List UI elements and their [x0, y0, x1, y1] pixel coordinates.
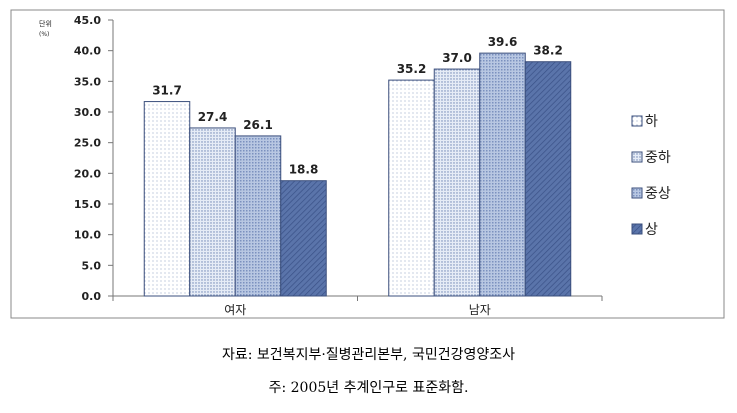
data-label: 39.6 — [488, 35, 518, 49]
data-label: 31.7 — [152, 84, 182, 98]
data-label: 26.1 — [243, 118, 273, 132]
legend-label: 상 — [645, 222, 658, 238]
bar-중상-여자 — [234, 135, 282, 297]
bar-중상-남자 — [479, 52, 526, 297]
bar-chart: 0.0 5.0 10.0 15.0 20.0 25.0 30.0 35.0 40.0 45.0 단위… — [10, 9, 725, 319]
bar-상-여자 — [280, 180, 327, 297]
bar-중하-여자 — [189, 127, 236, 297]
y-unit-label: 단위 — [39, 19, 52, 28]
legend-label: 하 — [645, 114, 658, 130]
legend-swatch — [631, 115, 643, 127]
legend-swatch — [631, 187, 643, 199]
chart-border — [10, 9, 725, 319]
y-tick-label: 0.0 — [82, 290, 102, 303]
data-label: 38.2 — [533, 44, 563, 58]
bar-상-남자 — [524, 61, 572, 297]
data-label: 35.2 — [397, 62, 427, 76]
y-tick-label: 10.0 — [74, 229, 101, 242]
data-label: 18.8 — [289, 163, 319, 177]
bar-중하-남자 — [433, 68, 481, 297]
y-tick-label: 25.0 — [74, 137, 101, 150]
chart-area: 0.0 5.0 10.0 15.0 20.0 25.0 30.0 35.0 40.0 45.0 단위… — [10, 9, 725, 319]
y-tick-label: 20.0 — [74, 167, 101, 180]
x-category-label: 남자 — [469, 303, 491, 317]
source-note: 자료: 보건복지부·질병관리본부, 국민건강영양조사 — [222, 347, 515, 363]
bar-하-남자 — [388, 79, 435, 297]
legend-label: 중상 — [645, 186, 671, 202]
y-tick-label: 15.0 — [74, 198, 101, 211]
footnote: 주: 2005년 추계인구로 표준화함. — [268, 380, 469, 396]
y-tick-label: 35.0 — [74, 75, 101, 88]
y-tick-label: 40.0 — [74, 45, 101, 58]
y-unit-label: (%) — [39, 31, 49, 38]
legend-swatch — [631, 151, 643, 163]
y-tick-label: 30.0 — [74, 106, 101, 119]
y-tick-label: 5.0 — [82, 259, 102, 272]
data-label: 27.4 — [198, 110, 228, 124]
legend-label: 중하 — [645, 150, 671, 166]
legend-swatch — [631, 223, 643, 235]
data-label: 37.0 — [442, 51, 472, 65]
bar-하-여자 — [143, 101, 191, 297]
y-tick-label: 45.0 — [74, 14, 101, 27]
x-category-label: 여자 — [224, 303, 246, 317]
